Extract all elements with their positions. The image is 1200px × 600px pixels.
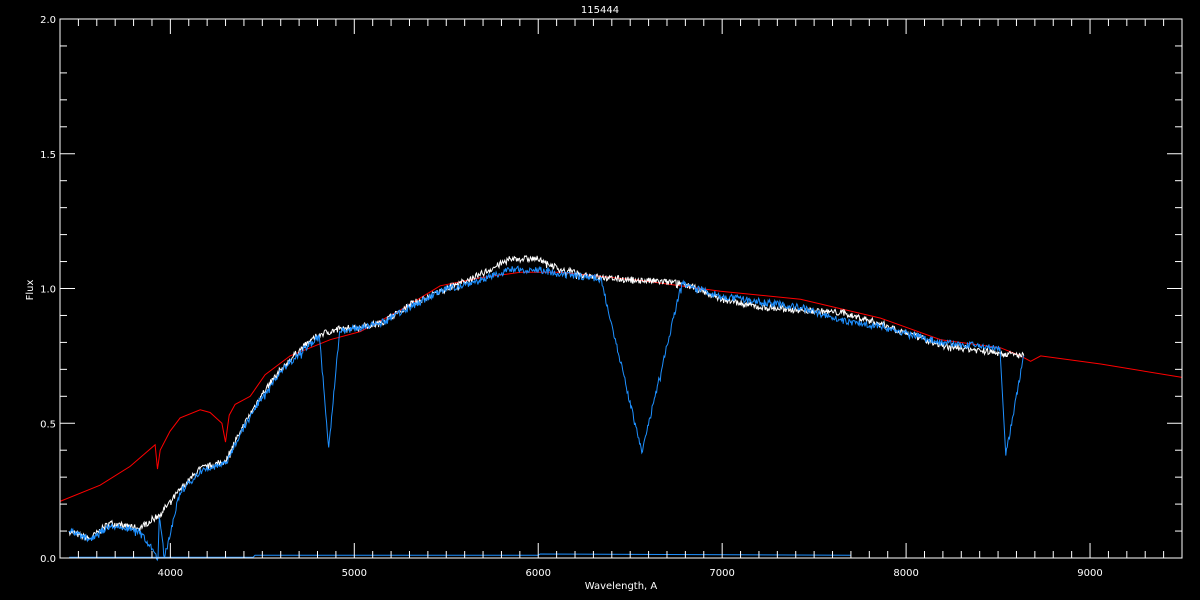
x-tick-label: 5000 <box>342 568 367 579</box>
y-tick-label: 1.5 <box>40 150 56 161</box>
x-tick-label: 8000 <box>893 568 918 579</box>
plot-frame <box>59 18 1183 559</box>
x-tick-label: 6000 <box>526 568 551 579</box>
axes-layer: 4000 5000 6000 7000 8000 9000 0.0 0.5 1.0 1.5 2.0 <box>40 15 1183 579</box>
x-tick-label: 7000 <box>709 568 734 579</box>
series-layer <box>59 254 1183 562</box>
y-axis-label: Flux <box>25 280 36 301</box>
x-axis-label: Wavelength, A <box>585 581 658 592</box>
y-tick-label: 2.0 <box>40 15 56 26</box>
series-line-2 <box>68 265 1025 562</box>
series-line-3 <box>69 553 851 558</box>
y-tick-label: 0.5 <box>40 419 56 430</box>
y-tick-label: 0.0 <box>40 554 56 565</box>
x-tick-label: 4000 <box>158 568 183 579</box>
chart-title: 115444 <box>581 5 619 16</box>
series-line-1 <box>68 254 1025 542</box>
x-tick-label: 9000 <box>1077 568 1102 579</box>
y-tick-label: 1.0 <box>40 285 56 296</box>
series-line-0 <box>59 271 1183 502</box>
